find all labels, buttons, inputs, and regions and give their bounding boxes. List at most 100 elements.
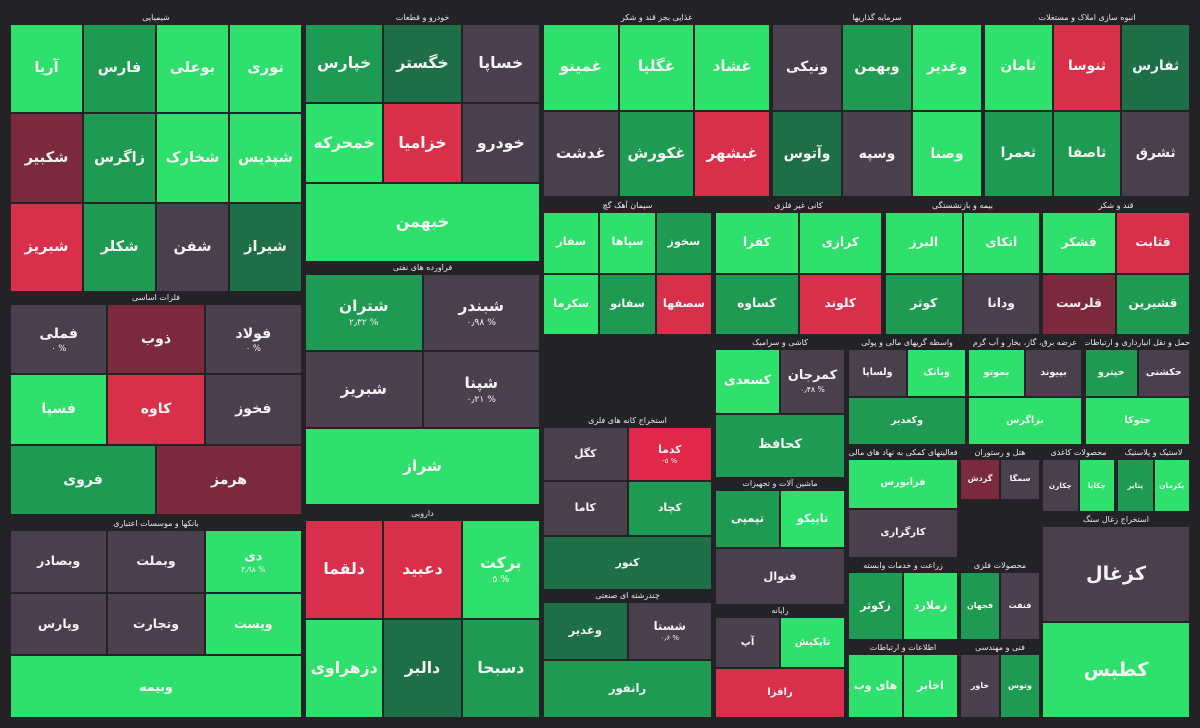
- stock-tile: فرابورس: [848, 459, 958, 509]
- sector-title: عرضه برق، گاز، بخار و آب گرم: [968, 337, 1082, 349]
- sector-title: انبوه سازی املاک و مستغلات: [984, 12, 1190, 24]
- stock-tile: غکورش: [618, 110, 695, 197]
- stock-tile: زکوثر: [848, 572, 903, 640]
- stock-name: دعبید: [402, 559, 443, 579]
- sector-title: کانی غیر فلزی: [715, 200, 882, 212]
- stock-tile: رافزا: [715, 667, 845, 718]
- stock-tile: تاپکیش: [780, 617, 845, 668]
- sector-title-text: شیمیایی: [142, 13, 170, 22]
- sector-title-text: کاشی و سرامیک: [752, 338, 808, 347]
- stock-name: سفار: [556, 235, 587, 249]
- stock-tile: کنور: [543, 535, 712, 590]
- stock-name: برکت: [480, 553, 522, 573]
- stock-name: رافزا: [767, 687, 793, 699]
- sector-title-text: فعالیتهای کمکی به نهاد های مالی: [848, 448, 958, 457]
- stock-tile: بپیوند: [1025, 349, 1082, 397]
- stock-name: خمحرکه: [313, 132, 375, 152]
- stock-name: کفرا: [742, 234, 771, 249]
- stock-tile: قشیرین: [1116, 273, 1190, 335]
- stock-name: شبریز: [24, 237, 69, 255]
- stock-name: زکوثر: [860, 598, 891, 612]
- stock-name: ودانا: [987, 296, 1015, 311]
- stock-name: چکارن: [1048, 480, 1072, 490]
- sector: عرضه برق، گاز، بخار و آب گرم بپیوند بموتو ب…: [968, 337, 1082, 445]
- stock-tile: سپاها: [599, 212, 656, 274]
- sector-title-text: کانی غیر فلزی: [774, 201, 823, 210]
- stock-name: فارس: [97, 59, 142, 77]
- stock-name: کدما: [658, 442, 682, 456]
- stock-name: وغدیر: [926, 59, 968, 76]
- stock-tile: اخابر: [903, 654, 958, 718]
- stock-tile: قشکر: [1042, 212, 1116, 274]
- stock-tile: وغدیر: [912, 24, 982, 111]
- stock-tile: خمحرکه: [305, 103, 384, 183]
- stock-change: % ۴٫۹۸: [241, 564, 266, 574]
- stock-tile: شکبیر: [10, 113, 83, 203]
- sector: هتل و رستوران سمگا گردش: [960, 447, 1040, 500]
- stock-tile: خساپا: [461, 24, 540, 104]
- stock-name: ونیکی: [786, 59, 828, 76]
- stock-name: فرابورس: [880, 477, 926, 489]
- stock-tile: وکغدیر: [848, 397, 966, 445]
- stock-name: سکرما: [553, 296, 590, 310]
- sector-title: فلزات اساسی: [10, 292, 302, 304]
- sector-title: بانکها و موسسات اعتباری: [10, 518, 302, 530]
- stock-tile: غمینو: [543, 24, 619, 111]
- stock-tile: کوثر: [885, 273, 963, 335]
- sector-title-text: قند و شکر: [1098, 201, 1134, 210]
- stock-tile: بوعلی: [156, 24, 229, 114]
- stock-name: شپنا: [464, 374, 498, 393]
- stock-tile: خاور: [960, 654, 1000, 718]
- stock-tile: فنوال: [715, 547, 845, 605]
- stock-tile: آریا: [10, 24, 83, 114]
- stock-tile: شبندر% ۰٫۹۸: [422, 274, 540, 351]
- sector: محصولات کاغذی چکاپا چکارن: [1042, 447, 1115, 512]
- stock-name: کوثر: [910, 296, 938, 311]
- stock-tile: کمرجان% ۰٫۴۸: [780, 349, 845, 414]
- stock-tile: ثشرق: [1121, 110, 1190, 197]
- stock-name: شیراز: [244, 237, 287, 255]
- stock-name: وصنا: [930, 145, 964, 162]
- stock-tile: فخوز: [204, 374, 302, 445]
- stock-name: هرمز: [211, 471, 247, 488]
- stock-name: کارگزاری: [880, 526, 926, 538]
- stock-tile: سفار: [543, 212, 600, 274]
- stock-name: ثنوسا: [1067, 58, 1106, 75]
- sector-title: شیمیایی: [10, 12, 302, 24]
- stock-name: زملارد: [913, 598, 948, 612]
- sector: بانکها و موسسات اعتباری دی% ۴٫۹۸ وبملت وبصا…: [10, 518, 302, 718]
- stock-tile: زملارد: [903, 572, 958, 640]
- stock-name: سصفها: [662, 296, 705, 310]
- stock-name: وبانک: [923, 366, 950, 378]
- stock-name: کلوند: [824, 296, 857, 311]
- stock-tile: فارس: [83, 24, 156, 114]
- stock-tile: وبهمن: [842, 24, 912, 111]
- stock-name: کاما: [574, 501, 596, 515]
- stock-tile: دلقما: [305, 520, 384, 619]
- sector-title-text: بانکها و موسسات اعتباری: [113, 519, 199, 528]
- stock-tile: شبریز: [305, 351, 423, 428]
- sector: کانی غیر فلزی کرازی کفرا کلوند کساوه: [715, 200, 882, 335]
- stock-tile: غبشهر: [694, 110, 770, 197]
- stock-name: قلرست: [1056, 296, 1102, 311]
- stock-tile: آپ: [715, 617, 780, 668]
- stock-name: وکغدیر: [890, 414, 924, 426]
- stock-name: وپارس: [37, 615, 80, 631]
- stock-name: کاوه: [140, 401, 172, 418]
- stock-name: شبندر: [458, 297, 504, 316]
- stock-name: خبهمن: [395, 212, 450, 232]
- stock-name: سخوز: [667, 235, 701, 249]
- stock-tile: قثابت: [1116, 212, 1190, 274]
- stock-name: خساپا: [478, 53, 524, 73]
- sector-title-text: رایانه: [771, 606, 789, 615]
- stock-tile: نوری: [229, 24, 302, 114]
- sector: فعالیتهای کمکی به نهاد های مالی فرابورس کا…: [848, 447, 958, 558]
- stock-tile: برکت% ۵: [461, 520, 540, 619]
- sector-title: هتل و رستوران: [960, 447, 1040, 459]
- sector-title-text: هتل و رستوران: [974, 448, 1026, 457]
- sector-title-text: فراورده های نفتی: [392, 263, 453, 272]
- stock-tile: کگل: [543, 427, 628, 482]
- sector-title: دارویی: [305, 508, 540, 520]
- sector: غذایی بجز قند و شکر غشاد غگلپا غمینو غبشهر غک…: [543, 12, 770, 197]
- stock-tile: فروی: [10, 444, 156, 515]
